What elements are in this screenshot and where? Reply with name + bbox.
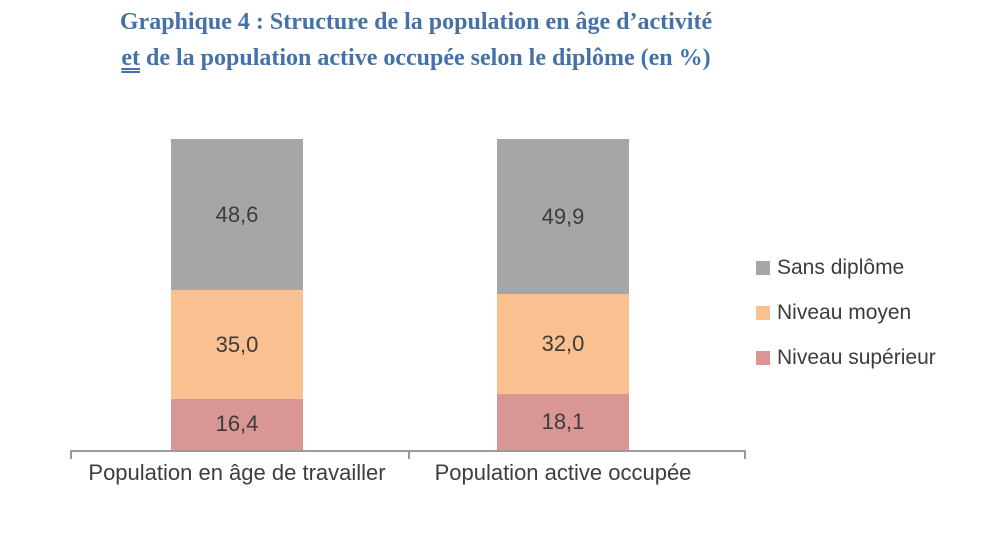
legend: Sans diplôme Niveau moyen Niveau supérieur: [756, 255, 936, 392]
legend-label: Niveau moyen: [777, 300, 912, 324]
bar-2: 49,9 32,0 18,1: [497, 139, 629, 450]
legend-item: Niveau moyen: [756, 300, 936, 324]
legend-swatch-icon: [756, 305, 770, 320]
legend-swatch-icon: [756, 260, 770, 275]
category-label: Population en âge de travailler: [88, 460, 386, 485]
legend-label: Sans diplôme: [777, 255, 905, 279]
x-axis-tick: [408, 450, 410, 459]
category-label: Population active occupée: [434, 460, 692, 485]
chart-title-line-1: Graphique 4 : Structure de la population…: [119, 9, 713, 35]
bar-segment: 18,1: [497, 393, 629, 450]
bar-segment: 49,9: [497, 139, 629, 295]
x-axis-tick: [70, 450, 72, 459]
segment-value-label: 48,6: [215, 201, 259, 227]
bar-segment: 48,6: [171, 139, 303, 291]
chart-title-underlined-word: et: [121, 45, 140, 71]
segment-value-label: 35,0: [215, 331, 259, 357]
bar-segment: 35,0: [171, 290, 303, 399]
chart-title-line-2: et de la population active occupée selon…: [121, 45, 711, 71]
segment-value-label: 18,1: [541, 408, 585, 434]
chart-title: Graphique 4 : Structure de la population…: [0, 4, 832, 76]
bar-segment: 32,0: [497, 294, 629, 394]
legend-label: Niveau supérieur: [777, 345, 936, 369]
bar-1: 48,6 35,0 16,4: [171, 139, 303, 450]
legend-item: Sans diplôme: [756, 255, 936, 279]
segment-value-label: 32,0: [541, 330, 585, 356]
bar-segment: 16,4: [171, 398, 303, 450]
legend-swatch-icon: [756, 350, 770, 365]
legend-item: Niveau supérieur: [756, 345, 936, 369]
x-axis-tick: [744, 450, 746, 459]
segment-value-label: 49,9: [541, 203, 585, 229]
segment-value-label: 16,4: [215, 411, 259, 437]
